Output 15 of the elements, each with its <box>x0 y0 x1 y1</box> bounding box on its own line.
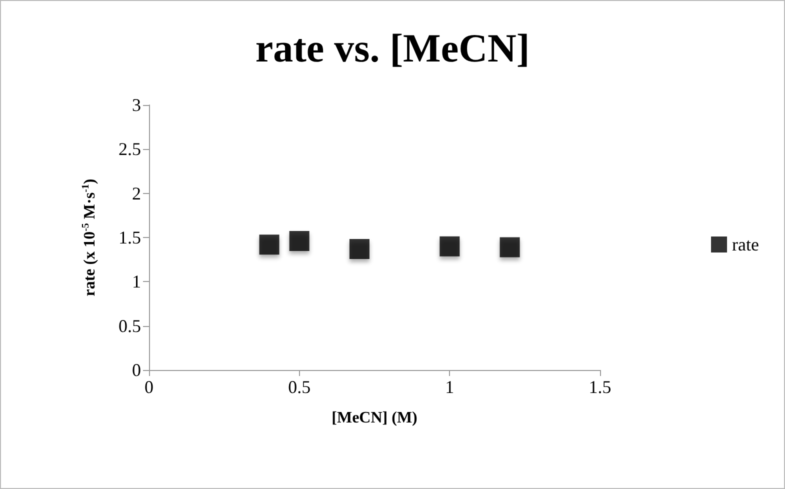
y-tick-label: 2 <box>132 183 141 204</box>
y-axis-title: rate (x 10-5 M·s-1) <box>80 178 98 296</box>
y-tick-label: 1 <box>132 272 141 292</box>
x-tick-label: 1.5 <box>588 377 612 397</box>
x-tick-label: 0 <box>144 377 154 397</box>
x-axis-title: [MeCN] (M) <box>332 410 418 426</box>
legend-label: rate <box>732 234 760 254</box>
y-tick-label: 1.5 <box>118 228 141 248</box>
y-tick-label: 3 <box>132 95 141 115</box>
x-tick-label: 0.5 <box>288 377 311 397</box>
y-tick-label: 0 <box>132 360 141 380</box>
chart-title: rate vs. [MeCN] <box>255 26 530 70</box>
x-tick-label: 1 <box>445 377 454 397</box>
y-tick-label: 0.5 <box>118 316 141 336</box>
y-tick-label: 2.5 <box>118 139 141 160</box>
